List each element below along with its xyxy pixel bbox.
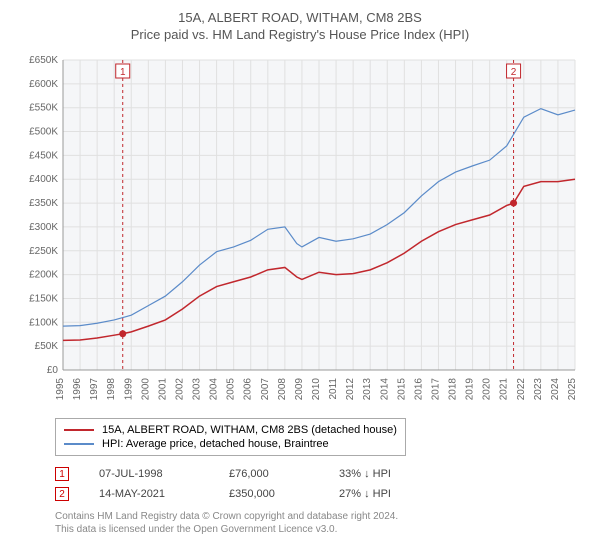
svg-text:£450K: £450K — [29, 150, 58, 161]
svg-text:2007: 2007 — [260, 378, 271, 401]
svg-text:£50K: £50K — [35, 341, 59, 352]
svg-text:2020: 2020 — [482, 378, 493, 401]
svg-text:£250K: £250K — [29, 246, 58, 257]
svg-text:£350K: £350K — [29, 198, 58, 209]
transaction-price: £76,000 — [229, 468, 309, 480]
legend-label: HPI: Average price, detached house, Brai… — [102, 438, 329, 450]
svg-text:£0: £0 — [47, 365, 59, 376]
svg-text:£200K: £200K — [29, 270, 58, 281]
svg-text:2014: 2014 — [379, 378, 390, 401]
svg-text:1997: 1997 — [89, 378, 100, 401]
price-chart: £0 £50K £100K £150K £200K £250K £300K £350K £400… — [15, 50, 585, 410]
svg-text:2012: 2012 — [345, 378, 356, 401]
svg-text:2021: 2021 — [499, 378, 510, 401]
transaction-marker: 2 — [55, 487, 69, 501]
svg-text:1999: 1999 — [123, 378, 134, 401]
svg-text:£500K: £500K — [29, 127, 58, 138]
svg-text:2011: 2011 — [328, 378, 339, 400]
svg-text:2024: 2024 — [550, 378, 561, 401]
transaction-date: 14-MAY-2021 — [99, 488, 199, 500]
svg-text:£550K: £550K — [29, 103, 58, 114]
svg-text:1998: 1998 — [106, 378, 117, 401]
svg-text:2001: 2001 — [157, 378, 168, 401]
transaction-delta: 33% ↓ HPI — [339, 468, 391, 480]
svg-text:1995: 1995 — [55, 378, 66, 401]
transaction-price: £350,000 — [229, 488, 309, 500]
footer-line-1: Contains HM Land Registry data © Crown c… — [55, 510, 585, 523]
svg-text:2003: 2003 — [192, 378, 203, 401]
transaction-marker: 1 — [55, 467, 69, 481]
transaction-row: 2 14-MAY-2021 £350,000 27% ↓ HPI — [55, 484, 585, 504]
svg-text:2008: 2008 — [277, 378, 288, 401]
svg-text:2009: 2009 — [294, 378, 305, 401]
svg-text:£100K: £100K — [29, 317, 58, 328]
svg-text:2: 2 — [511, 67, 517, 78]
legend-label: 15A, ALBERT ROAD, WITHAM, CM8 2BS (detac… — [102, 424, 397, 436]
transaction-delta: 27% ↓ HPI — [339, 488, 391, 500]
svg-text:2015: 2015 — [396, 378, 407, 401]
svg-text:£600K: £600K — [29, 79, 58, 90]
svg-text:2019: 2019 — [465, 378, 476, 401]
svg-text:£650K: £650K — [29, 55, 58, 66]
svg-text:2017: 2017 — [430, 378, 441, 401]
chart-subtitle: Price paid vs. HM Land Registry's House … — [15, 27, 585, 42]
svg-text:2005: 2005 — [226, 378, 237, 401]
transaction-date: 07-JUL-1998 — [99, 468, 199, 480]
svg-text:2002: 2002 — [174, 378, 185, 401]
chart-title: 15A, ALBERT ROAD, WITHAM, CM8 2BS — [15, 10, 585, 25]
svg-text:2023: 2023 — [533, 378, 544, 401]
svg-text:1: 1 — [120, 67, 126, 78]
svg-text:2025: 2025 — [567, 378, 578, 401]
legend: 15A, ALBERT ROAD, WITHAM, CM8 2BS (detac… — [55, 418, 406, 456]
svg-text:£150K: £150K — [29, 293, 58, 304]
svg-text:2000: 2000 — [140, 378, 151, 401]
footer-attribution: Contains HM Land Registry data © Crown c… — [55, 510, 585, 536]
legend-item: 15A, ALBERT ROAD, WITHAM, CM8 2BS (detac… — [64, 423, 397, 437]
transaction-row: 1 07-JUL-1998 £76,000 33% ↓ HPI — [55, 464, 585, 484]
svg-text:2018: 2018 — [448, 378, 459, 401]
svg-text:2010: 2010 — [311, 378, 322, 401]
legend-item: HPI: Average price, detached house, Brai… — [64, 437, 397, 451]
transactions-table: 1 07-JUL-1998 £76,000 33% ↓ HPI 2 14-MAY-2021… — [55, 464, 585, 504]
svg-text:2006: 2006 — [243, 378, 254, 401]
svg-text:2013: 2013 — [362, 378, 373, 401]
legend-swatch — [64, 429, 94, 431]
footer-line-2: This data is licensed under the Open Gov… — [55, 523, 585, 536]
svg-text:2016: 2016 — [413, 378, 424, 401]
svg-text:£400K: £400K — [29, 174, 58, 185]
legend-swatch — [64, 443, 94, 445]
svg-text:2004: 2004 — [209, 378, 220, 401]
svg-text:1996: 1996 — [72, 378, 83, 401]
svg-text:£300K: £300K — [29, 222, 58, 233]
svg-text:2022: 2022 — [516, 378, 527, 401]
